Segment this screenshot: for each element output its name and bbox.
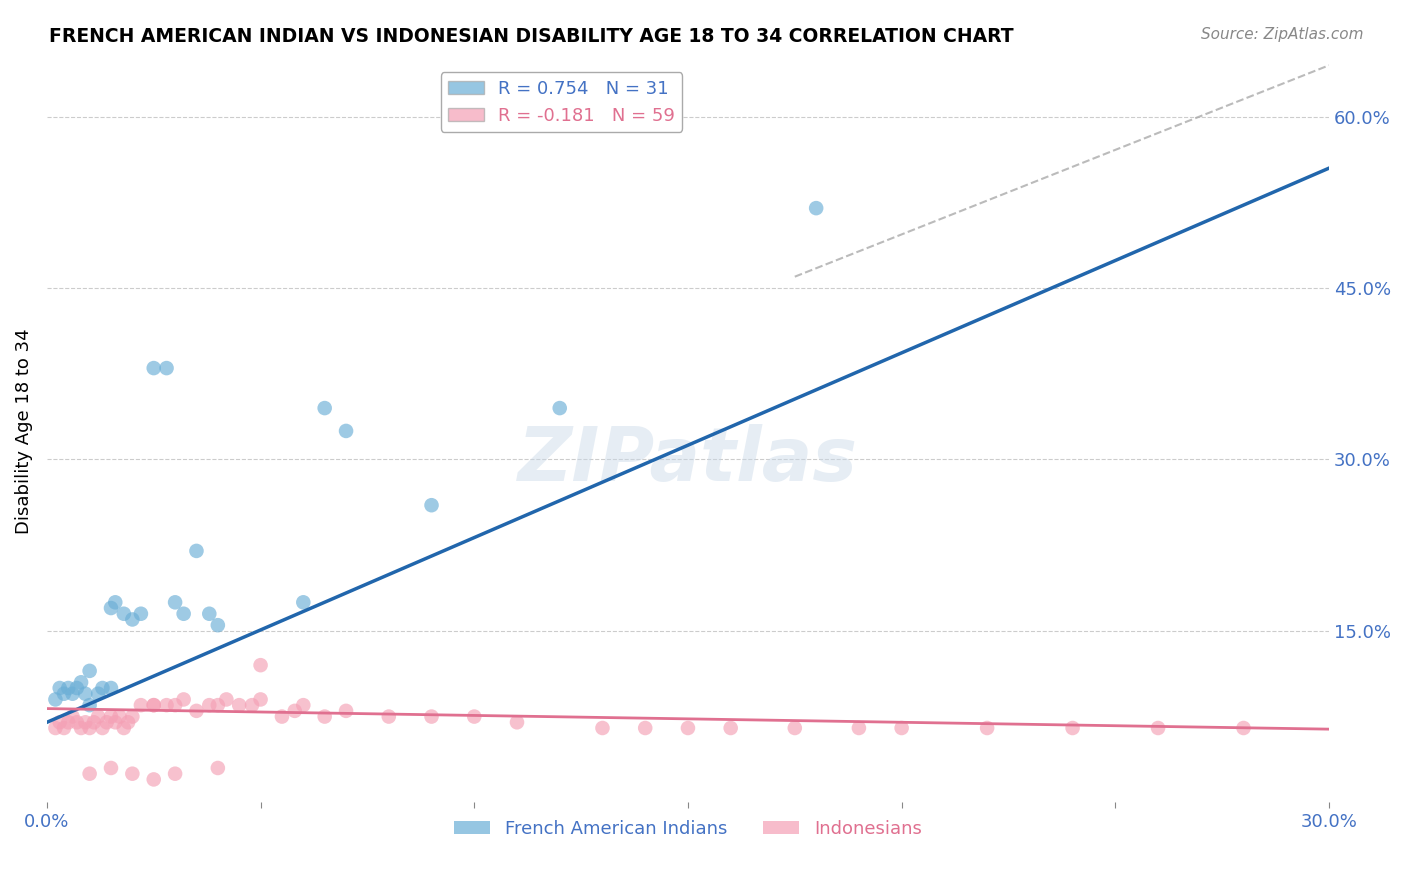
Point <box>91 721 114 735</box>
Point <box>79 698 101 713</box>
Point <box>240 698 263 713</box>
Point <box>53 687 76 701</box>
Point <box>720 721 742 735</box>
Point <box>1147 721 1170 735</box>
Point <box>66 715 89 730</box>
Point <box>314 709 336 723</box>
Point <box>165 698 187 713</box>
Point <box>271 709 294 723</box>
Point <box>506 715 529 730</box>
Point <box>676 721 699 735</box>
Text: ZIPatlas: ZIPatlas <box>517 424 858 497</box>
Point <box>142 772 165 787</box>
Point <box>155 361 177 376</box>
Point <box>378 709 401 723</box>
Point <box>207 761 229 775</box>
Point <box>70 675 93 690</box>
Point <box>129 607 152 621</box>
Point <box>87 709 110 723</box>
Point <box>121 612 143 626</box>
Text: FRENCH AMERICAN INDIAN VS INDONESIAN DISABILITY AGE 18 TO 34 CORRELATION CHART: FRENCH AMERICAN INDIAN VS INDONESIAN DIS… <box>49 27 1014 45</box>
Point <box>117 715 139 730</box>
Point <box>91 681 114 695</box>
Point <box>112 721 135 735</box>
Point <box>142 698 165 713</box>
Point <box>58 681 80 695</box>
Point <box>62 709 84 723</box>
Point <box>112 607 135 621</box>
Point <box>70 721 93 735</box>
Point <box>79 766 101 780</box>
Point <box>53 721 76 735</box>
Y-axis label: Disability Age 18 to 34: Disability Age 18 to 34 <box>15 328 32 533</box>
Point <box>75 687 97 701</box>
Point <box>121 709 143 723</box>
Point <box>976 721 998 735</box>
Point <box>100 601 122 615</box>
Point <box>890 721 912 735</box>
Point <box>79 664 101 678</box>
Point <box>48 681 70 695</box>
Point <box>83 715 105 730</box>
Point <box>165 595 187 609</box>
Point <box>104 715 127 730</box>
Point <box>249 658 271 673</box>
Point <box>592 721 614 735</box>
Point <box>463 709 485 723</box>
Point <box>100 761 122 775</box>
Point <box>420 498 443 512</box>
Point <box>420 709 443 723</box>
Point <box>228 698 250 713</box>
Point <box>79 721 101 735</box>
Point <box>75 715 97 730</box>
Point <box>100 681 122 695</box>
Point <box>292 595 315 609</box>
Point <box>335 704 357 718</box>
Point <box>142 361 165 376</box>
Point <box>804 201 827 215</box>
Point <box>155 698 177 713</box>
Point <box>173 692 195 706</box>
Point <box>198 607 221 621</box>
Point <box>198 698 221 713</box>
Point <box>104 595 127 609</box>
Point <box>1062 721 1084 735</box>
Point <box>186 704 208 718</box>
Point <box>58 715 80 730</box>
Point <box>129 698 152 713</box>
Point <box>121 766 143 780</box>
Point <box>62 687 84 701</box>
Point <box>87 687 110 701</box>
Point <box>142 698 165 713</box>
Point <box>44 692 66 706</box>
Legend: French American Indians, Indonesians: French American Indians, Indonesians <box>447 813 929 846</box>
Point <box>44 721 66 735</box>
Point <box>48 715 70 730</box>
Point <box>848 721 870 735</box>
Point <box>165 766 187 780</box>
Point <box>548 401 571 415</box>
Point <box>215 692 238 706</box>
Point <box>335 424 357 438</box>
Point <box>100 709 122 723</box>
Point <box>1232 721 1254 735</box>
Point <box>634 721 657 735</box>
Point <box>783 721 806 735</box>
Point <box>292 698 315 713</box>
Point <box>207 698 229 713</box>
Point <box>186 544 208 558</box>
Point <box>66 681 89 695</box>
Point <box>96 715 118 730</box>
Text: Source: ZipAtlas.com: Source: ZipAtlas.com <box>1201 27 1364 42</box>
Point <box>173 607 195 621</box>
Point <box>108 709 131 723</box>
Point <box>249 692 271 706</box>
Point <box>284 704 307 718</box>
Point <box>314 401 336 415</box>
Point <box>207 618 229 632</box>
